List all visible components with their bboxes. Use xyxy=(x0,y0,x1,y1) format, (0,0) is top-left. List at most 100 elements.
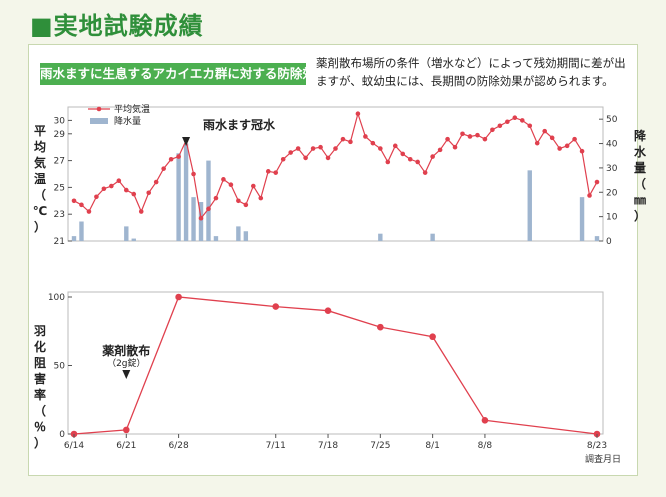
temperature-point xyxy=(109,183,114,189)
temperature-point xyxy=(161,166,166,171)
precip-bar xyxy=(131,238,136,241)
x-tick-label: 7/25 xyxy=(370,441,390,451)
x-tick-label: 6/14 xyxy=(64,441,84,451)
bottom-plot-frame xyxy=(67,291,604,435)
temperature-point xyxy=(430,154,435,159)
emergence-point xyxy=(175,293,182,301)
emergence-tick-label: 0 xyxy=(59,430,65,440)
emergence-tick-label: 50 xyxy=(54,362,66,372)
emergence-point xyxy=(272,303,280,310)
precip-bar xyxy=(183,143,189,241)
temperature-point xyxy=(400,151,406,157)
temperature-point xyxy=(295,146,301,151)
temperature-point xyxy=(467,134,473,139)
temperature-point xyxy=(318,144,323,150)
x-tick-label: 7/11 xyxy=(266,441,286,451)
temperature-point xyxy=(280,156,286,162)
precip-bar xyxy=(79,221,84,241)
temperature-point xyxy=(363,134,368,139)
left-tick-label: 25 xyxy=(54,183,65,193)
x-axis-label: 調査月日 xyxy=(585,453,621,465)
temperature-point xyxy=(587,193,592,198)
temperature-point xyxy=(385,159,391,165)
temperature-point xyxy=(392,143,398,149)
left-tick-label: 27 xyxy=(54,157,65,167)
right-tick-label: 30 xyxy=(606,164,618,174)
emergence-point xyxy=(324,307,332,315)
legend-point-swatch xyxy=(96,106,102,112)
right-axis-label-char: 量 xyxy=(634,161,646,175)
temperature-point xyxy=(534,140,540,146)
temperature-point xyxy=(557,146,562,151)
legend-temperature-label: 平均気温 xyxy=(114,103,150,115)
left-axis-label-char: 気 xyxy=(34,155,46,170)
temperature-point xyxy=(512,115,518,121)
precip-bar xyxy=(206,160,211,241)
right-axis-label-char: 水 xyxy=(634,144,647,159)
legend-bar-swatch xyxy=(90,118,108,124)
temperature-point xyxy=(116,178,122,183)
temperature-point xyxy=(265,169,271,174)
precip-bar xyxy=(579,197,585,241)
temperature-point xyxy=(71,198,77,204)
temperature-point xyxy=(325,155,331,161)
left-axis-label: 平均気温（ ℃） xyxy=(33,124,48,234)
right-tick-label: 40 xyxy=(606,140,618,150)
precip-bar xyxy=(213,236,219,241)
temperature-point xyxy=(460,131,465,137)
temperature-point xyxy=(564,143,570,149)
temperature-point xyxy=(333,146,338,151)
temperature-point xyxy=(251,183,256,189)
top-plot-frame xyxy=(67,106,604,242)
precip-bar xyxy=(71,236,77,241)
temperature-point xyxy=(221,177,226,182)
temperature-point xyxy=(153,179,159,185)
chart-subtitle-banner: 雨水ますに生息するアカイエカ群に対する防除効果 xyxy=(40,63,306,85)
right-tick-label: 50 xyxy=(606,115,618,125)
left-axis-label-char: 均 xyxy=(34,139,46,154)
temperature-point xyxy=(579,148,585,154)
flood-annotation: 雨水ます冠水 xyxy=(203,117,276,132)
left-axis-label-char: ℃ xyxy=(33,204,48,218)
emergence-point xyxy=(377,323,384,331)
emergence-line xyxy=(73,296,598,435)
temperature-point xyxy=(445,136,450,142)
temperature-point xyxy=(101,186,107,192)
description-text: 薬剤散布場所の条件（増水など）によって残効期間に差が出ますが、蚊幼虫には、長期間… xyxy=(316,56,626,88)
temperature-point xyxy=(452,144,458,150)
right-axis-label: 降水量（ ㎜） xyxy=(634,128,647,223)
right-axis-label-char: （ xyxy=(634,176,646,191)
temperature-point xyxy=(348,139,353,145)
right-tick-label: 20 xyxy=(606,188,618,198)
temperature-point xyxy=(168,156,174,162)
right-axis-label-char: ） xyxy=(634,208,646,223)
left-tick-label: 23 xyxy=(54,210,65,220)
legend-precip-label: 降水量 xyxy=(114,115,141,127)
x-tick-label: 6/21 xyxy=(116,441,136,451)
temperature-point xyxy=(572,136,577,142)
precip-bar xyxy=(236,226,241,241)
emergence-point xyxy=(123,426,130,434)
temperature-point xyxy=(138,209,144,214)
emergence-point xyxy=(429,333,436,341)
temperature-point xyxy=(505,119,510,125)
flood-annotation-arrow xyxy=(182,137,191,146)
temperature-point xyxy=(378,146,383,151)
left-tick-label: 21 xyxy=(54,237,65,247)
temperature-point xyxy=(310,146,316,151)
emergence-tick-label: 100 xyxy=(48,293,65,303)
temperature-point xyxy=(490,127,495,133)
temperature-line xyxy=(73,111,598,220)
page-title: ■実地試験成績 xyxy=(30,12,204,40)
temperature-point xyxy=(370,140,376,146)
temperature-point xyxy=(542,128,547,134)
right-axis-label-char: 降 xyxy=(634,128,647,143)
temperature-point xyxy=(228,182,234,188)
spray-annotation: 薬剤散布 xyxy=(102,343,150,358)
emergence-axis-label-char: 害 xyxy=(34,371,46,386)
temperature-point xyxy=(236,198,241,204)
temperature-point xyxy=(258,195,264,201)
temperature-point xyxy=(273,170,279,175)
left-axis-label-char: 平 xyxy=(34,124,46,138)
temperature-point xyxy=(437,147,443,153)
